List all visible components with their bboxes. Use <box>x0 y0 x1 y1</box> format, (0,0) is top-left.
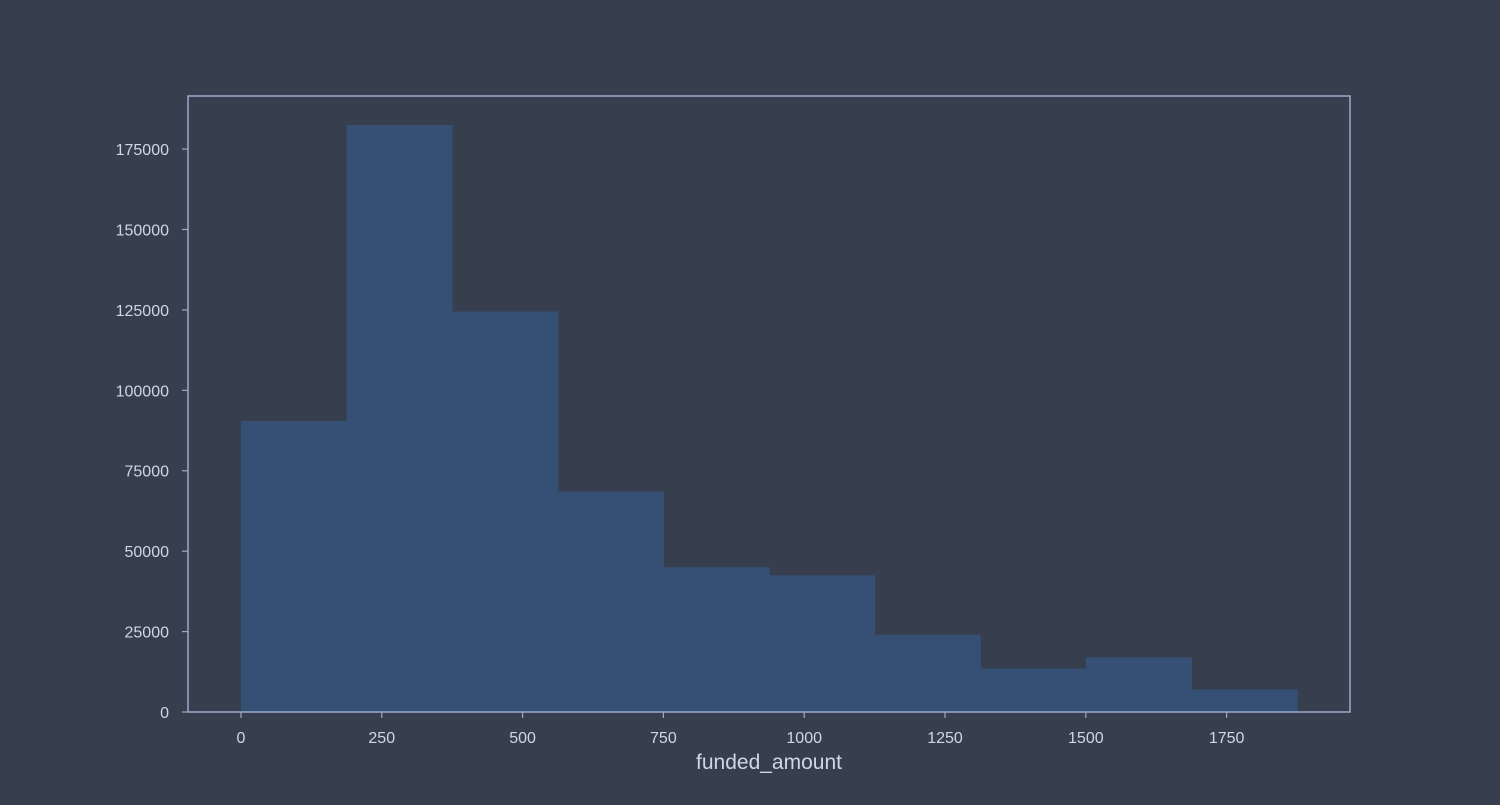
histogram-bar-9 <box>1191 689 1298 712</box>
y-tick-label-4: 100000 <box>116 383 169 400</box>
bars-layer <box>240 124 1298 713</box>
histogram-bar-7 <box>980 668 1087 712</box>
histogram-bar-4 <box>663 567 770 712</box>
histogram-bar-8 <box>1085 657 1192 712</box>
y-tick-label-2: 50000 <box>125 544 170 561</box>
x-axis-title: funded_amount <box>696 751 842 774</box>
y-tick-label-3: 75000 <box>125 464 170 481</box>
x-tick-label-4: 1000 <box>786 730 822 747</box>
y-tick-label-6: 150000 <box>116 222 169 239</box>
x-tick-label-0: 0 <box>236 730 245 747</box>
histogram-bar-0 <box>240 420 348 712</box>
histogram-bar-3 <box>557 491 664 712</box>
plot-frame <box>187 95 1351 713</box>
histogram-bar-2 <box>452 311 559 712</box>
x-axis: 0 250 500 750 1000 1250 1500 1750 <box>236 712 1245 747</box>
x-tick-label-6: 1500 <box>1068 730 1104 747</box>
x-tick-label-7: 1750 <box>1209 730 1245 747</box>
y-axis: 0 25000 50000 75000 100000 125000 150000 175000 <box>116 142 188 722</box>
y-tick-label-1: 25000 <box>125 625 170 642</box>
y-tick-label-0: 0 <box>160 705 169 722</box>
x-tick-label-3: 750 <box>650 730 677 747</box>
x-tick-label-5: 1250 <box>927 730 963 747</box>
x-tick-label-2: 500 <box>509 730 536 747</box>
histogram-bar-1 <box>346 124 453 713</box>
histogram-bar-6 <box>874 634 981 712</box>
y-tick-label-7: 175000 <box>116 142 169 159</box>
x-tick-label-1: 250 <box>368 730 395 747</box>
y-tick-label-5: 125000 <box>116 303 169 320</box>
histogram-bar-5 <box>769 575 876 712</box>
